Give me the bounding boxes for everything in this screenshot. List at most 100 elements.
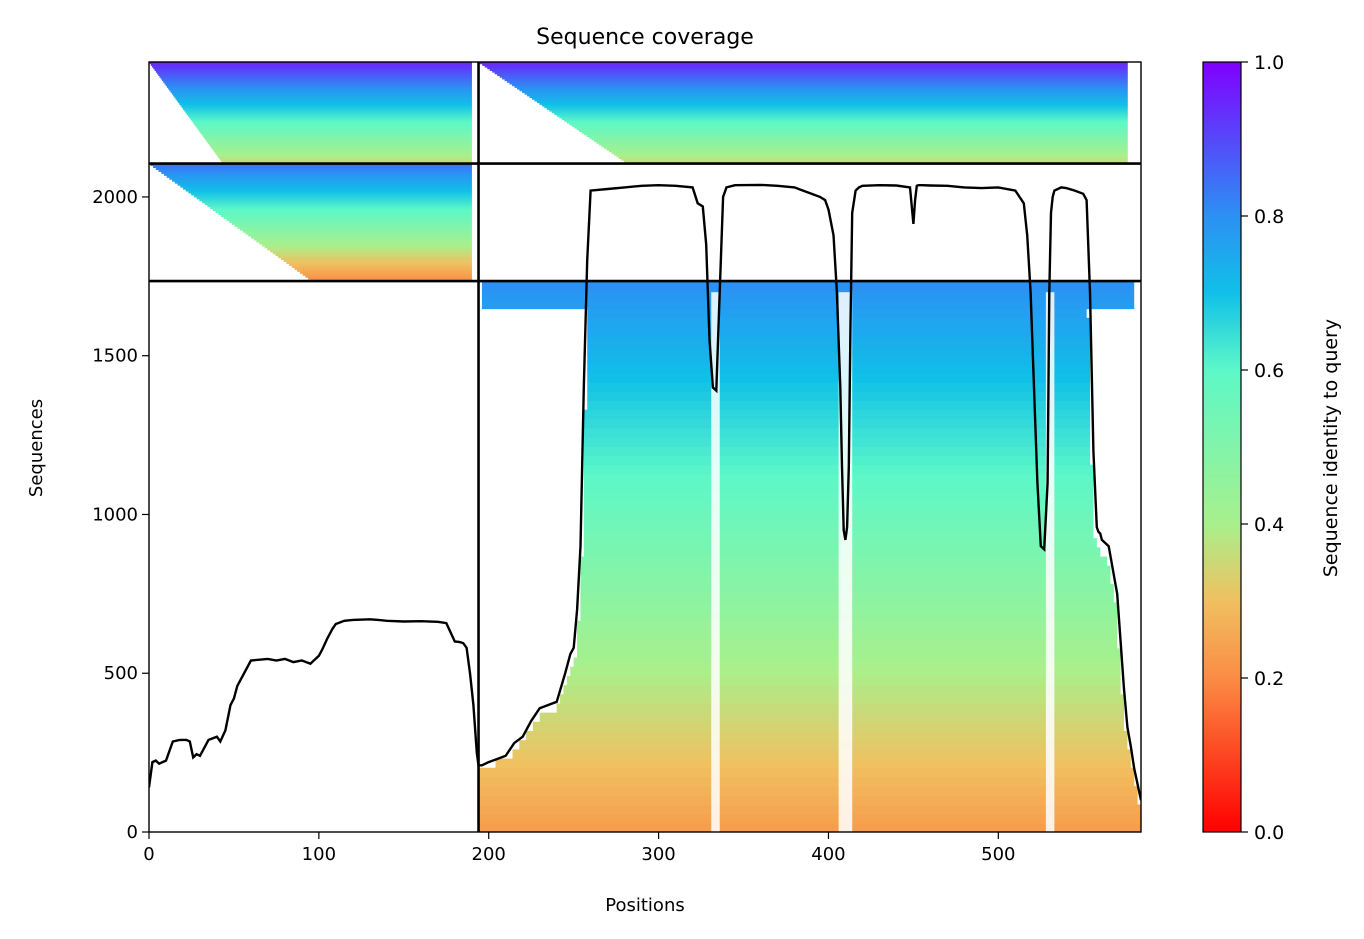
heatmap-row xyxy=(172,179,472,182)
x-tick-label: 300 xyxy=(641,844,675,865)
heatmap-row xyxy=(159,75,472,78)
heatmap-row xyxy=(297,269,472,272)
heatmap-row xyxy=(583,418,1091,429)
heatmap-row xyxy=(229,220,472,223)
heatmap-row xyxy=(583,510,1094,521)
heatmap-row xyxy=(150,63,472,66)
x-tick-label: 500 xyxy=(981,844,1015,865)
heatmap-row xyxy=(215,210,472,214)
heatmap-row xyxy=(478,804,1141,815)
heatmap-row xyxy=(203,136,472,139)
coverage-heatmap xyxy=(149,62,1141,832)
heatmap-row xyxy=(569,122,1128,126)
heatmap-row xyxy=(173,94,472,97)
x-axis-label: Positions xyxy=(605,895,684,916)
heatmap-row xyxy=(478,795,1138,805)
heatmap-row xyxy=(482,63,1128,66)
heatmap-row xyxy=(278,255,472,259)
heatmap-row xyxy=(478,767,1135,778)
heatmap-row xyxy=(519,740,1128,750)
heatmap-row xyxy=(182,107,472,110)
heatmap-row xyxy=(286,261,472,264)
heatmap-row xyxy=(215,151,472,154)
heatmap-row xyxy=(583,428,1091,438)
heatmap-block-full-length xyxy=(479,62,1128,165)
heatmap-row xyxy=(571,124,1128,127)
heatmap-row xyxy=(176,99,472,102)
heatmap-row xyxy=(253,238,472,241)
heatmap-row xyxy=(589,136,1128,139)
heatmap-row xyxy=(478,822,1141,832)
heatmap-row xyxy=(524,92,1128,95)
heatmap-row xyxy=(165,84,472,87)
colorbar xyxy=(1202,61,1242,833)
heatmap-row xyxy=(163,173,472,176)
heatmap-row xyxy=(197,128,472,131)
heatmap-row xyxy=(517,87,1128,90)
heatmap-row xyxy=(584,133,1128,136)
heatmap-row xyxy=(554,112,1128,115)
y-axis-label: Sequences xyxy=(26,399,47,497)
heatmap-row xyxy=(539,102,1128,105)
heatmap-row xyxy=(509,82,1128,85)
heatmap-row xyxy=(596,141,1128,144)
x-tick-label: 100 xyxy=(302,844,336,865)
heatmap-row xyxy=(539,712,1125,723)
heatmap-row xyxy=(492,70,1128,73)
heatmap-row xyxy=(502,77,1128,80)
heatmap-row xyxy=(583,446,1091,457)
heatmap-row xyxy=(280,257,472,261)
heatmap-row xyxy=(221,160,472,163)
heatmap-row xyxy=(302,273,472,276)
heatmap-row xyxy=(158,73,472,77)
heatmap-row xyxy=(204,202,472,206)
heatmap-row xyxy=(157,72,472,75)
plot-frame xyxy=(148,61,1142,833)
heatmap-row xyxy=(603,146,1128,149)
heatmap-row xyxy=(216,153,472,156)
heatmap-row xyxy=(174,95,472,99)
heatmap-row xyxy=(507,80,1128,83)
heatmap-row xyxy=(226,218,472,221)
heatmap-row xyxy=(591,138,1128,141)
coverage-line xyxy=(149,183,1141,801)
heatmap-row xyxy=(289,263,472,266)
heatmap-row xyxy=(245,232,472,235)
heatmap-row xyxy=(519,89,1128,92)
heatmap-row xyxy=(250,236,472,239)
heatmap-row xyxy=(149,62,472,65)
heatmap-row xyxy=(175,97,472,100)
coverage-gap xyxy=(1045,292,1055,832)
heatmap-row xyxy=(299,271,472,274)
heatmap-row xyxy=(478,813,1141,824)
heatmap-row xyxy=(294,267,472,270)
heatmap-row xyxy=(579,129,1128,132)
heatmap-row xyxy=(549,109,1128,112)
heatmap-row xyxy=(188,191,472,194)
heatmap-row xyxy=(237,226,472,229)
heatmap-row xyxy=(544,106,1128,109)
heatmap-row xyxy=(481,299,1135,310)
heatmap-row xyxy=(566,121,1128,124)
heatmap-row xyxy=(177,183,472,186)
heatmap-row xyxy=(218,212,472,216)
heatmap-row xyxy=(608,150,1128,153)
heatmap-row xyxy=(541,104,1128,107)
heatmap-row xyxy=(207,204,472,208)
y-tick-label: 500 xyxy=(104,663,138,684)
y-tick-label: 1000 xyxy=(92,504,138,525)
heatmap-row xyxy=(583,519,1094,530)
heatmap-row xyxy=(514,85,1128,88)
heatmap-row xyxy=(155,70,472,73)
heatmap-row xyxy=(256,239,472,243)
heatmap-row xyxy=(536,100,1128,104)
heatmap-row xyxy=(221,214,472,217)
heatmap-row xyxy=(166,175,472,178)
heatmap-row xyxy=(207,141,472,144)
heatmap-row xyxy=(497,73,1128,77)
heatmap-row xyxy=(484,65,1128,68)
heatmap-row xyxy=(583,437,1091,447)
heatmap-row xyxy=(206,139,472,143)
heatmap-row xyxy=(599,143,1128,146)
